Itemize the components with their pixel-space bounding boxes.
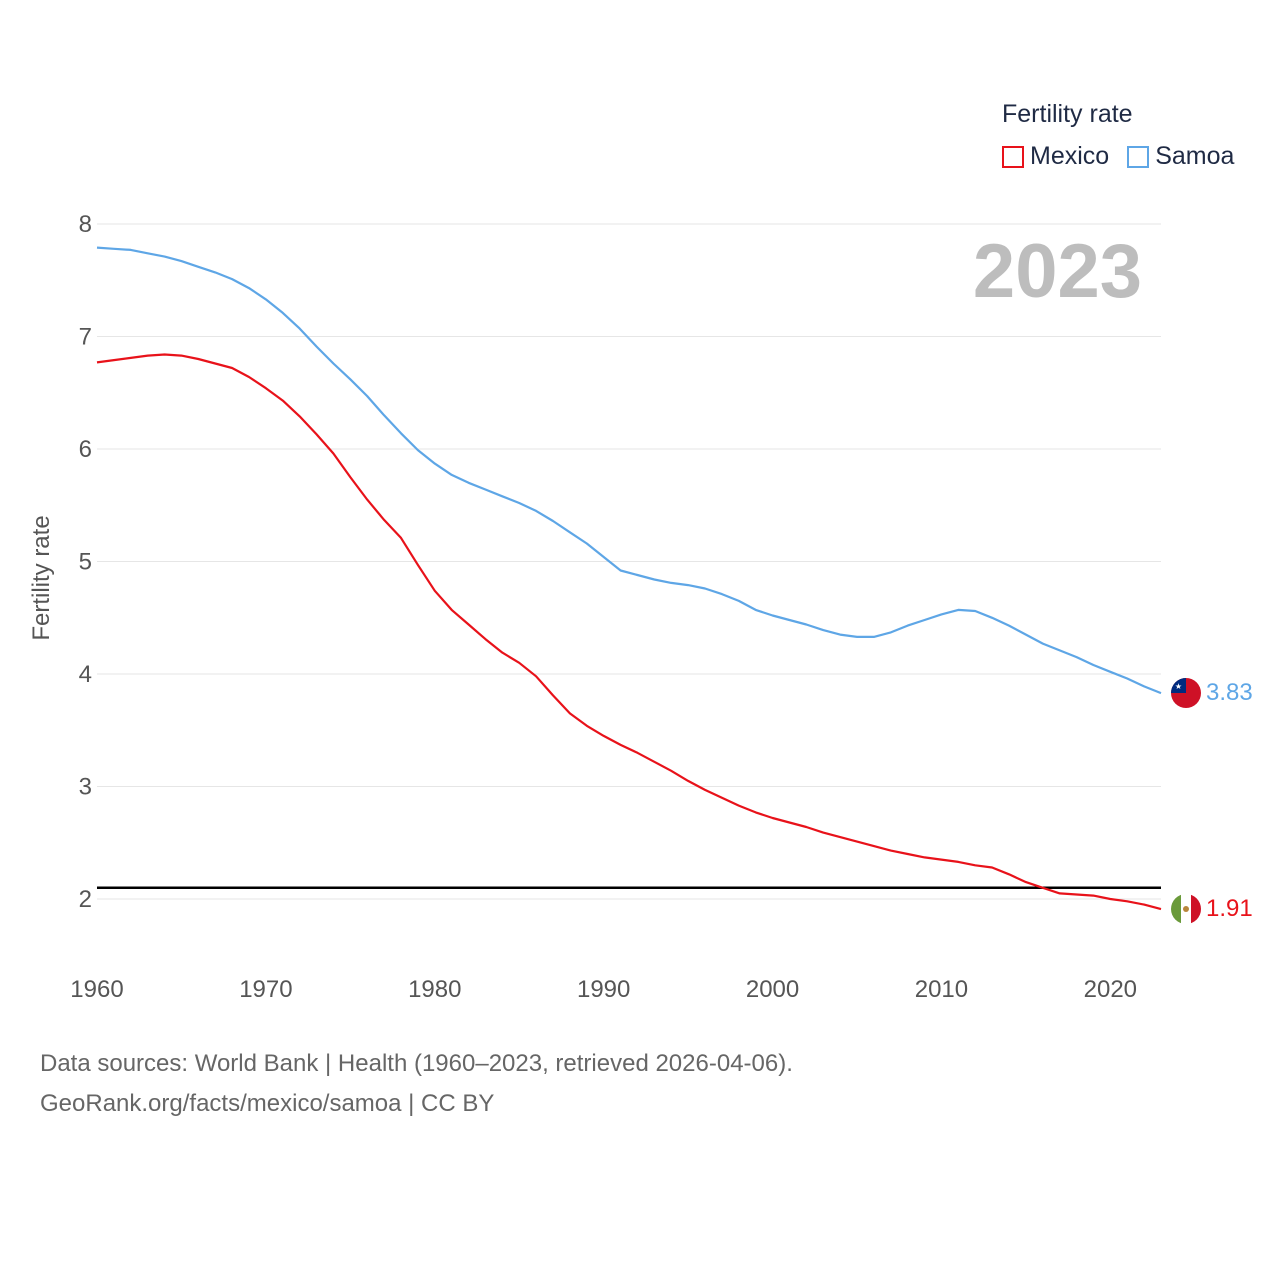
y-tick-labels: 2 3 4 5 6 7 8 [79,211,92,913]
y-tick-label: 7 [79,324,92,351]
x-tick-label: 1990 [577,976,630,1003]
y-tick-label: 5 [79,549,92,576]
grid-lines [97,223,1161,900]
source-line: Data sources: World Bank | Health (1960–… [40,1050,793,1077]
y-tick-label: 8 [79,211,92,238]
y-axis-label: Fertility rate [28,515,55,641]
x-tick-labels: 1960 1970 1980 1990 2000 2010 2020 [70,976,1137,1003]
x-tick-label: 1960 [70,976,123,1003]
year-label: 2023 [972,229,1142,314]
y-tick-label: 6 [79,436,92,463]
y-tick-label: 3 [79,774,92,801]
series-line-mexico [96,353,1162,911]
y-tick-label: 4 [79,661,92,688]
legend-item-mexico[interactable]: Mexico [1002,142,1109,171]
x-tick-label: 1980 [408,976,461,1003]
series-lines [96,246,1162,911]
y-tick-label: 2 [79,886,92,913]
end-label-samoa: 3.83 [1206,679,1253,707]
legend-title: Fertility rate [1002,100,1133,128]
x-tick-label: 1970 [239,976,292,1003]
x-tick-label: 2010 [915,976,968,1003]
legend-label-mexico: Mexico [1030,142,1110,170]
samoa-flag-icon: ★ [1171,678,1201,709]
legend-item-samoa[interactable]: Samoa [1127,142,1234,171]
mexico-flag-icon [1171,894,1201,925]
source-note: Data sources: World Bank | Health (1960–… [40,1044,793,1124]
x-tick-label: 2000 [746,976,799,1003]
attribution-line[interactable]: GeoRank.org/facts/mexico/samoa | CC BY [40,1090,495,1117]
legend-swatch-samoa [1127,145,1150,168]
end-label-mexico: 1.91 [1206,895,1253,923]
series-line-samoa [96,246,1162,695]
legend-swatch-mexico [1002,145,1024,168]
x-tick-label: 2020 [1084,976,1137,1003]
svg-text:★: ★ [1175,682,1182,691]
legend-label-samoa: Samoa [1155,142,1235,170]
legend: Mexico Samoa [1002,142,1252,171]
